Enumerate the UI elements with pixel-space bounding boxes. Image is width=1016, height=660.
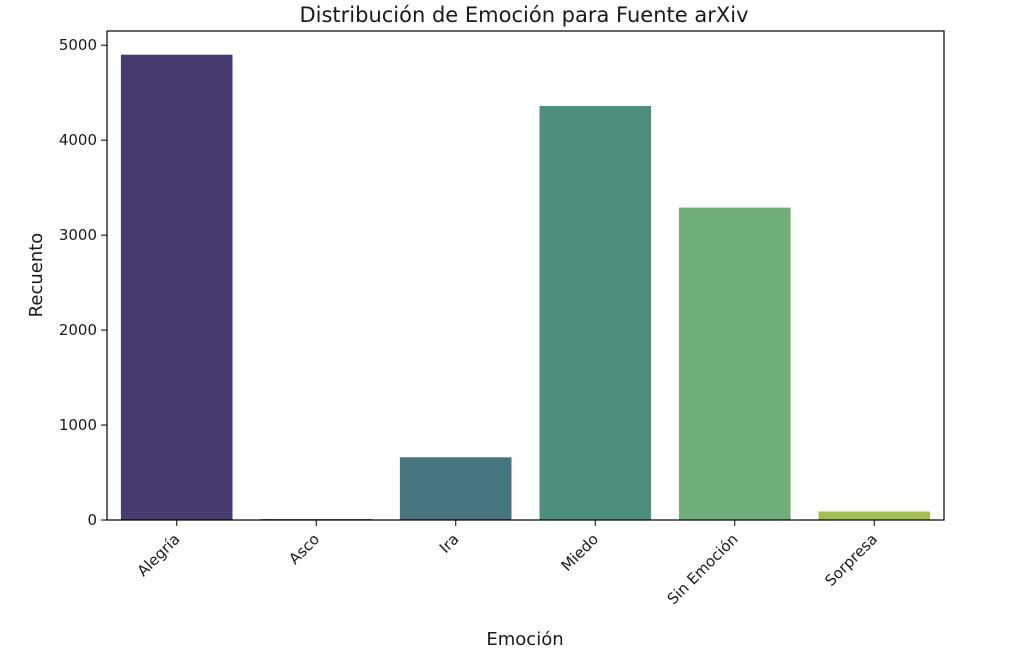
bar-miedo [539, 106, 652, 520]
y-tick-label: 2000 [59, 321, 97, 339]
y-tick-label: 1000 [59, 416, 97, 434]
bar-alegr-a [120, 54, 233, 520]
y-tick-label: 3000 [59, 226, 97, 244]
bar-sin-emoci-n [679, 207, 791, 520]
y-tick-label: 5000 [59, 36, 97, 54]
bars-group [120, 54, 931, 520]
y-axis: 0 1000 2000 3000 4000 5000 [59, 36, 107, 529]
x-tick-label: Asco [285, 530, 323, 568]
x-tick-label: Alegría [134, 530, 184, 580]
bar-sorpresa [818, 511, 931, 520]
y-tick-label: 4000 [59, 131, 97, 149]
plot-frame [106, 30, 945, 521]
chart-title: Distribución de Emoción para Fuente arXi… [299, 3, 748, 27]
y-tick-label: 0 [87, 511, 97, 529]
x-tick-label: Sorpresa [821, 530, 881, 590]
x-axis: Alegría Asco Ira Miedo Sin Emoción Sorpresa [134, 520, 881, 608]
x-tick-label: Ira [436, 530, 463, 557]
x-axis-label: Emoción [486, 629, 563, 650]
x-tick-label: Sin Emoción [664, 530, 742, 608]
x-tick-label: Miedo [558, 530, 603, 575]
y-axis-label: Recuento [26, 233, 47, 318]
bar-ira [399, 457, 512, 520]
